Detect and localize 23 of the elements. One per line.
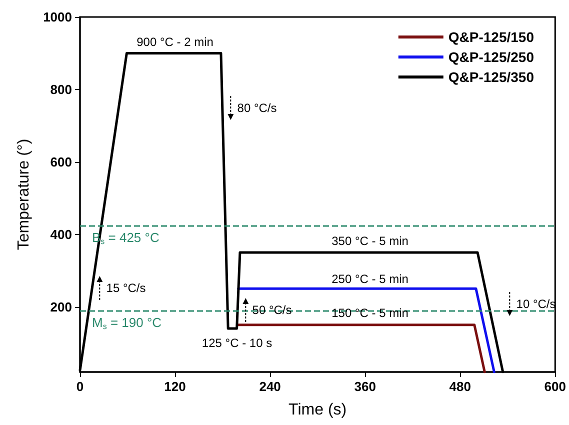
legend-label: Q&P-125/250 — [448, 49, 534, 65]
y-tick-label: 800 — [50, 82, 72, 97]
x-tick-label: 0 — [76, 379, 84, 394]
x-tick-label: 360 — [354, 379, 376, 394]
y-tick-label: 600 — [50, 154, 72, 170]
annotation: 350 °C - 5 min — [332, 234, 408, 248]
legend-label: Q&P-125/150 — [448, 29, 534, 45]
annotation: 10 °C/s — [516, 297, 556, 311]
annotation: 250 °C - 5 min — [332, 272, 408, 286]
annotation: 80 °C/s — [237, 101, 277, 115]
x-axis-title: Time (s) — [288, 402, 347, 418]
y-tick-label: 1000 — [43, 10, 72, 24]
legend-label: Q&P-125/350 — [448, 69, 534, 85]
x-tick-label: 120 — [164, 379, 186, 394]
x-tick-label: 600 — [544, 379, 566, 394]
x-tick-label: 480 — [449, 379, 471, 394]
annotation: 900 °C - 2 min — [136, 35, 214, 49]
y-tick-label: 400 — [50, 226, 72, 242]
y-tick-label: 200 — [50, 299, 72, 314]
annotation: 15 °C/s — [106, 281, 146, 295]
y-axis-title: Temperature (°) — [16, 138, 33, 250]
annotation: 125 °C - 10 s — [202, 336, 272, 350]
x-tick-label: 240 — [259, 379, 281, 394]
